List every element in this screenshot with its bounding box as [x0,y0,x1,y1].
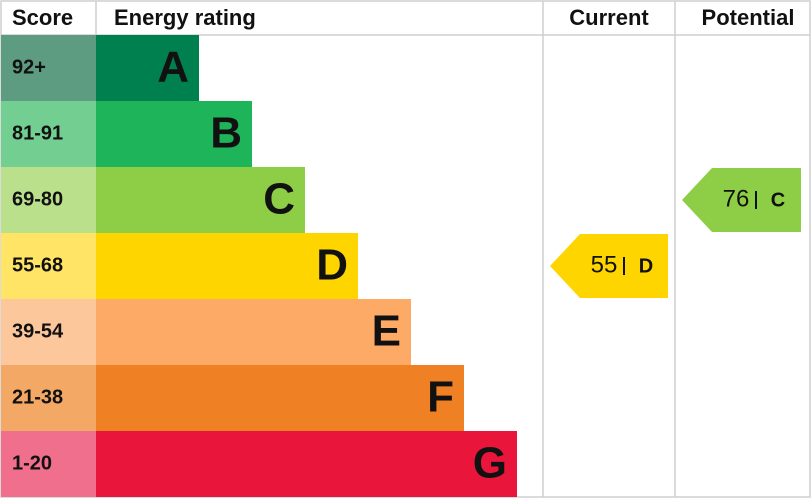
rating-letter: A [157,43,189,92]
potential-arrow [682,168,801,232]
current-arrow [550,234,668,298]
rating-bar [96,101,252,167]
score-range: 39-54 [12,320,64,342]
potential-value: 76 [723,185,750,212]
rating-letter: E [372,307,401,356]
rating-bar [96,431,517,497]
rating-letter: B [210,109,242,158]
header-rating: Energy rating [114,5,256,30]
score-range: 69-80 [12,188,63,210]
header-score: Score [12,5,73,30]
score-cell [1,35,96,101]
score-cell [1,233,96,299]
score-range: 21-38 [12,386,63,408]
rating-bar [96,233,358,299]
rating-bar [96,167,305,233]
score-cell [1,101,96,167]
score-cell [1,365,96,431]
score-range: 81-91 [12,122,63,144]
score-range: 55-68 [12,254,63,276]
current-letter: D [639,255,653,277]
score-cell [1,299,96,365]
rating-letter: D [316,241,348,290]
header-potential: Potential [702,5,795,30]
rating-bar [96,365,464,431]
score-range: 92+ [12,56,46,78]
rating-letter: C [263,175,295,224]
rating-letter: G [473,439,507,488]
rating-bar [96,35,199,101]
potential-letter: C [771,189,785,211]
header-current: Current [569,5,649,30]
current-value: 55 [591,251,618,278]
rating-bar [96,299,411,365]
rating-letter: F [427,373,454,422]
score-range: 1-20 [12,452,52,474]
score-cell [1,431,96,497]
score-cell [1,167,96,233]
